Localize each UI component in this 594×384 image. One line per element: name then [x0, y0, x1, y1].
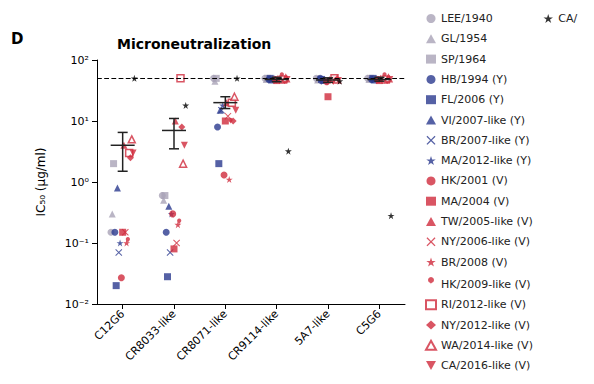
svg-text:10⁰: 10⁰: [71, 176, 90, 189]
svg-text:CR8033-like: CR8033-like: [123, 307, 179, 363]
svg-text:D: D: [11, 30, 23, 48]
svg-text:BR/2008 (V): BR/2008 (V): [441, 256, 508, 269]
svg-text:VI/2007-like (Y): VI/2007-like (Y): [441, 114, 525, 127]
svg-text:GL/1954: GL/1954: [441, 32, 487, 45]
svg-text:IC₅₀ (μg/ml): IC₅₀ (μg/ml): [34, 147, 48, 216]
svg-text:NY/2012-like (V): NY/2012-like (V): [441, 319, 530, 332]
svg-text:MA/2012-like (Y): MA/2012-like (Y): [441, 154, 531, 167]
svg-text:FL/2006 (Y): FL/2006 (Y): [441, 93, 504, 106]
svg-text:C12G6: C12G6: [92, 307, 127, 342]
svg-text:Microneutralization: Microneutralization: [117, 36, 271, 52]
svg-text:TW/2005-like (V): TW/2005-like (V): [440, 215, 533, 228]
svg-text:HK/2009-like (V): HK/2009-like (V): [441, 278, 531, 291]
svg-text:NY/2006-like (V): NY/2006-like (V): [441, 235, 530, 248]
svg-text:WA/2014-like (V): WA/2014-like (V): [441, 339, 533, 352]
svg-text:LEE/1940: LEE/1940: [441, 12, 493, 25]
svg-text:5A7-like: 5A7-like: [292, 307, 333, 348]
svg-text:CA/2016-like (V): CA/2016-like (V): [441, 359, 530, 372]
svg-text:HB/1994 (Y): HB/1994 (Y): [441, 73, 507, 86]
svg-text:MA/2004 (V): MA/2004 (V): [441, 195, 509, 208]
svg-text:CA/: CA/: [558, 12, 577, 25]
svg-text:BR/2007-like (Y): BR/2007-like (Y): [441, 134, 530, 147]
svg-text:CR9114-like: CR9114-like: [225, 307, 281, 363]
svg-text:HK/2001 (V): HK/2001 (V): [441, 174, 508, 187]
svg-text:CR8071-like: CR8071-like: [174, 307, 230, 363]
svg-text:10¹: 10¹: [71, 115, 89, 128]
svg-text:10⁻¹: 10⁻¹: [65, 237, 89, 250]
svg-text:C5G6: C5G6: [353, 307, 384, 338]
svg-text:10²: 10²: [71, 54, 89, 67]
svg-text:10⁻²: 10⁻²: [65, 298, 89, 311]
svg-text:RI/2012-like (V): RI/2012-like (V): [441, 298, 526, 311]
svg-text:SP/1964: SP/1964: [441, 53, 486, 66]
